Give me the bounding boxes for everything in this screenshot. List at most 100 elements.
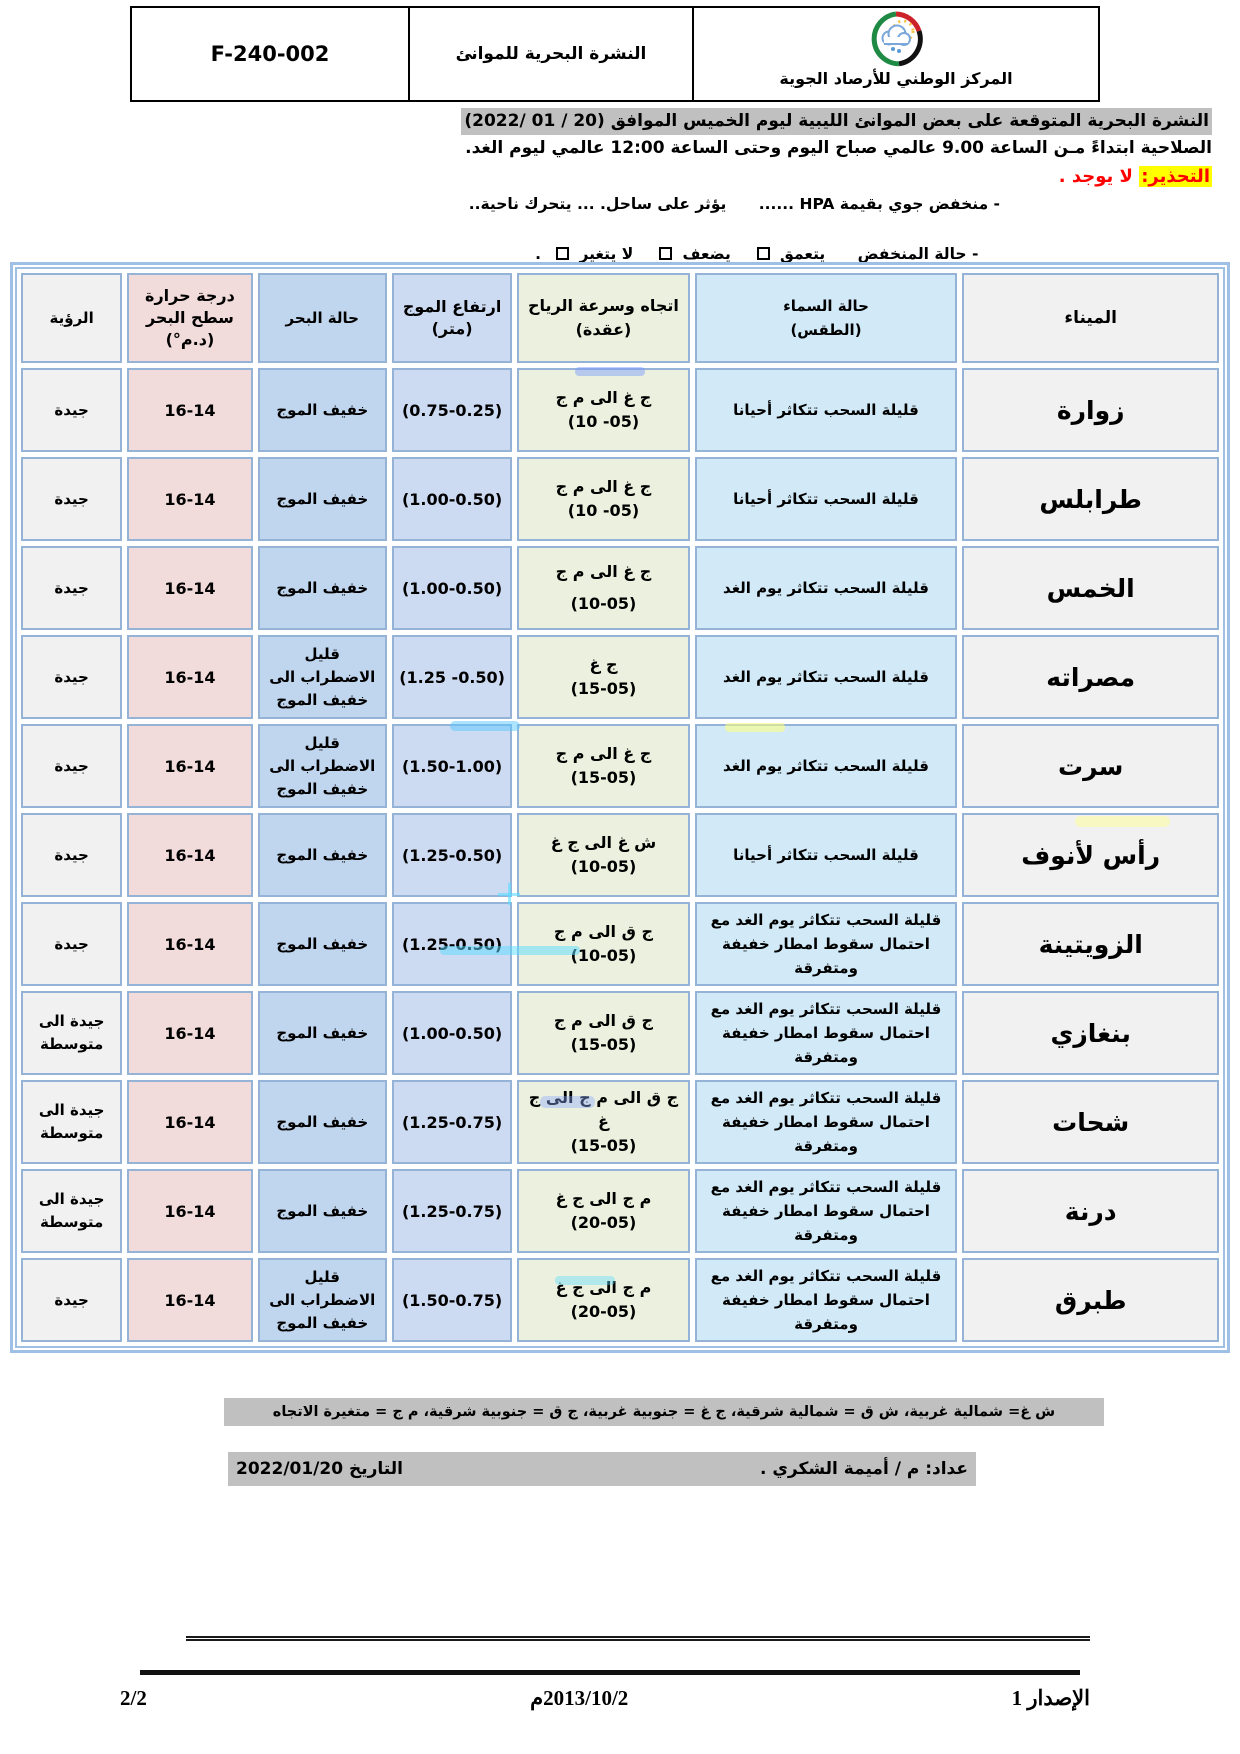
wave-cell: (1.50-0.75): [391, 1258, 513, 1342]
sky-cell: قليلة السحب تتكاثر يوم الغد: [694, 635, 958, 719]
header-wind: اتجاه وسرعة الرياح (عقدة): [517, 273, 690, 363]
sky-cell: قليلة السحب تتكاثر يوم الغد: [694, 546, 958, 630]
bulletin-title-line: النشرة البحرية المتوقعة على بعض الموانئ …: [0, 108, 1212, 135]
wave-cell: (1.25-0.50): [391, 902, 513, 986]
low-state-period: .: [535, 245, 542, 263]
temp-cell: 16-14: [127, 1080, 253, 1164]
visibility-cell: جيدة: [21, 813, 123, 897]
warning-label: التحذير:: [1139, 166, 1212, 187]
page-footer: الإصدار 1 2013/10/2م 2/2: [0, 1686, 1240, 1711]
wind-cell: ج ق الى م ج (15-05): [517, 991, 690, 1075]
low-pressure-line: - منخفض جوي بقيمة HPA ...... يؤثر على سا…: [468, 195, 1000, 213]
sky-cell: قليلة السحب تتكاثر يوم الغد مع احتمال سق…: [694, 1169, 958, 1253]
sea-cell: خفيف الموج: [257, 457, 387, 541]
sky-cell: قليلة السحب تتكاثر أحيانا: [694, 813, 958, 897]
marine-table: الميناء حالة السماء (الطقس) اتجاه وسرعة …: [10, 262, 1230, 1353]
header-temp: درجة حرارة سطح البحر (د.م°): [127, 273, 253, 363]
temp-cell: 16-14: [127, 546, 253, 630]
temp-cell: 16-14: [127, 991, 253, 1075]
checkbox-unchanged[interactable]: [556, 247, 570, 260]
wind-cell: ج ق الى م ج الى ج غ (15-05): [517, 1080, 690, 1164]
sea-cell: خفيف الموج: [257, 813, 387, 897]
sea-cell: خفيف الموج: [257, 991, 387, 1075]
header-wave: ارتفاع الموج (متر): [391, 273, 513, 363]
form-header: F-240-002 النشرة البحرية للموانئ المركز …: [130, 6, 1100, 102]
port-name: رأس لأنوف: [962, 813, 1219, 897]
sky-cell: قليلة السحب تتكاثر يوم الغد: [694, 724, 958, 808]
checkbox-weaken[interactable]: [659, 247, 673, 260]
wave-cell: (1.50-1.00): [391, 724, 513, 808]
wind-cell: ج غ الى م ج (10-05): [517, 546, 690, 630]
org-header: المركز الوطني للأرصاد الجوية: [692, 8, 1098, 100]
separator-double-line: [186, 1636, 1090, 1641]
header-port: الميناء: [962, 273, 1219, 363]
visibility-cell: جيدة الى متوسطة: [21, 1169, 123, 1253]
sky-cell: قليلة السحب تتكاثر يوم الغد مع احتمال سق…: [694, 902, 958, 986]
wind-cell: ج غ الى م ج (15-05): [517, 724, 690, 808]
wind-cell: ج غ (15-05): [517, 635, 690, 719]
wind-cell: ج غ الى م ج (10 -05): [517, 457, 690, 541]
visibility-cell: جيدة: [21, 546, 123, 630]
visibility-cell: جيدة: [21, 724, 123, 808]
separator-thick-line: [140, 1670, 1080, 1675]
header-visibility: الرؤية: [21, 273, 123, 363]
sky-cell: قليلة السحب تتكاثر يوم الغد مع احتمال سق…: [694, 1080, 958, 1164]
wind-cell: ج ق الى م ج (10-05): [517, 902, 690, 986]
port-name: طبرق: [962, 1258, 1219, 1342]
wave-cell: (1.25-0.50): [391, 813, 513, 897]
port-name: سرت: [962, 724, 1219, 808]
port-name: الخمس: [962, 546, 1219, 630]
port-name: شحات: [962, 1080, 1219, 1164]
validity-line: الصلاحية ابتداءً مـن الساعة 9.00 عالمي ص…: [465, 138, 1212, 158]
visibility-cell: جيدة: [21, 368, 123, 452]
visibility-cell: جيدة: [21, 1258, 123, 1342]
temp-cell: 16-14: [127, 1258, 253, 1342]
sea-cell: خفيف الموج: [257, 1169, 387, 1253]
port-name: طرابلس: [962, 457, 1219, 541]
bulletin-title-text: النشرة البحرية المتوقعة على بعض الموانئ …: [461, 108, 1212, 135]
wave-cell: (1.00-0.50): [391, 546, 513, 630]
visibility-cell: جيدة: [21, 902, 123, 986]
wind-legend: ش غ= شمالية غربية، ش ق = شمالية شرقية، ج…: [224, 1398, 1104, 1426]
wind-cell: م ج الى ج غ (20-05): [517, 1258, 690, 1342]
sky-cell: قليلة السحب تتكاثر أحيانا: [694, 457, 958, 541]
header-sky: حالة السماء (الطقس): [694, 273, 958, 363]
option-weaken: يضعف: [682, 245, 731, 263]
temp-cell: 16-14: [127, 635, 253, 719]
port-name: درنة: [962, 1169, 1219, 1253]
visibility-cell: جيدة الى متوسطة: [21, 991, 123, 1075]
visibility-cell: جيدة: [21, 457, 123, 541]
sky-cell: قليلة السحب تتكاثر يوم الغد مع احتمال سق…: [694, 1258, 958, 1342]
sea-cell: خفيف الموج: [257, 1080, 387, 1164]
wave-cell: (1.25-0.75): [391, 1169, 513, 1253]
port-name: بنغازي: [962, 991, 1219, 1075]
temp-cell: 16-14: [127, 813, 253, 897]
wind-cell: م ج الى ج غ (20-05): [517, 1169, 690, 1253]
document-date: 2013/10/2م: [530, 1686, 629, 1710]
sea-cell: قليل الاضطراب الى خفيف الموج: [257, 1258, 387, 1342]
visibility-cell: جيدة الى متوسطة: [21, 1080, 123, 1164]
header-sea: حالة البحر: [257, 273, 387, 363]
port-name: زوارة: [962, 368, 1219, 452]
sea-cell: خفيف الموج: [257, 902, 387, 986]
wind-cell: ش غ الى ج غ (10-05): [517, 813, 690, 897]
sky-cell: قليلة السحب تتكاثر يوم الغد مع احتمال سق…: [694, 991, 958, 1075]
wave-cell: (0.75-0.25): [391, 368, 513, 452]
low-state-label: - حالة المنخفض: [857, 245, 979, 263]
visibility-cell: جيدة: [21, 635, 123, 719]
prepared-bar: عداد: م / أميمة الشكري . التاريخ 2022/01…: [228, 1452, 976, 1486]
wave-cell: (1.25 -0.50): [391, 635, 513, 719]
temp-cell: 16-14: [127, 1169, 253, 1253]
sea-cell: خفيف الموج: [257, 546, 387, 630]
weather-logo-icon: [868, 11, 924, 71]
checkbox-deepen[interactable]: [756, 247, 770, 260]
wave-cell: (1.25-0.75): [391, 1080, 513, 1164]
sea-cell: خفيف الموج: [257, 368, 387, 452]
page-number: 2/2: [120, 1686, 147, 1710]
sea-cell: قليل الاضطراب الى خفيف الموج: [257, 724, 387, 808]
form-code: F-240-002: [210, 42, 330, 66]
issue-number: الإصدار 1: [1011, 1686, 1090, 1710]
temp-cell: 16-14: [127, 368, 253, 452]
bulletin-date: التاريخ 2022/01/20: [236, 1459, 403, 1479]
sea-cell: قليل الاضطراب الى خفيف الموج: [257, 635, 387, 719]
